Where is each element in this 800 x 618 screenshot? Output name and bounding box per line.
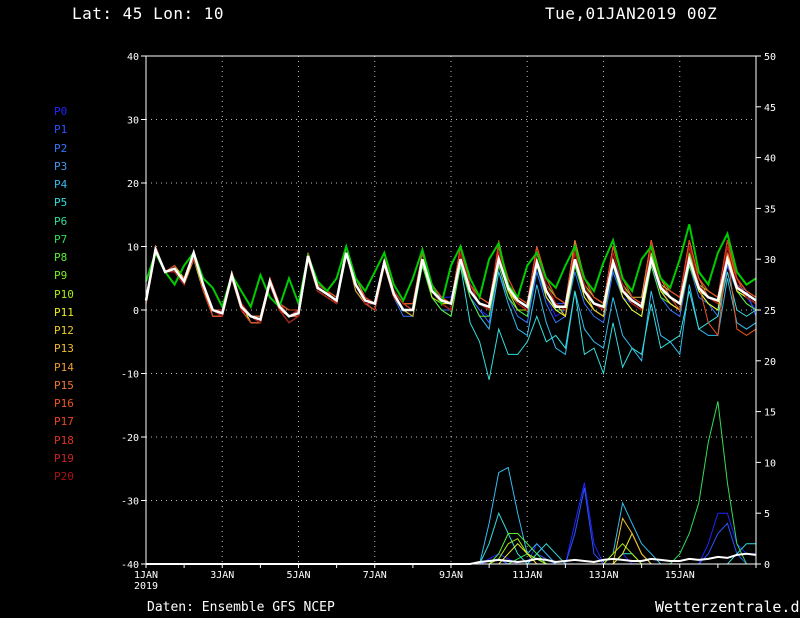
y-right-tick-label: 15 [764,408,776,419]
data-source-label: Daten: Ensemble GFS NCEP [147,600,335,615]
legend-item-p13: P13 [54,342,74,356]
legend-item-p20: P20 [54,470,74,483]
y-right-tick-label: 0 [764,560,770,571]
location-label: Lat: 45 Lon: 10 [72,4,224,23]
y-right-tick-label: 35 [764,204,776,215]
legend-item-p12: P12 [54,324,74,337]
legend-item-p8: P8 [54,251,68,264]
legend-item-p18: P18 [54,433,74,447]
legend-item-p11: P11 [54,305,74,319]
y-left-tick-label: 40 [127,52,139,63]
y-right-tick-label: 5 [764,509,770,520]
legend-item-p9: P9 [54,269,68,283]
precip-mean-line [146,552,757,565]
legend-item-p4: P4 [54,178,68,191]
precip-line-p1 [146,487,756,565]
y-left-tick-label: 20 [127,179,139,190]
y-left-tick-label: 10 [127,243,139,254]
y-left-tick-label: -20 [121,433,139,444]
x-tick-label: 1JAN [134,570,158,581]
x-tick-label: 5JAN [286,570,310,581]
y-right-tick-label: 30 [764,255,776,266]
x-tick-label: 7JAN [363,570,387,581]
precipitation-series [146,401,757,565]
legend-item-p15: P15 [54,378,74,392]
x-tick-label: 11JAN [512,570,542,581]
y-right-tick-label: 40 [764,154,776,165]
legend-item-p7: P7 [54,232,68,246]
y-right-tick-label: 25 [764,306,776,317]
x-tick-label: 15JAN [665,570,695,581]
legend-item-p1: P1 [54,123,68,137]
y-right-tick-label: 45 [764,103,776,114]
legend-item-p5: P5 [54,196,68,210]
legend: P0 P1 P2 P3 P4 P5 P6 P7 P8 P9 P10 P11 P12 P13 P14 P15 P1… [54,103,74,486]
legend-item-p14: P14 [54,360,74,374]
y-left-tick-label: 0 [133,306,139,317]
y-right-tick-label: 10 [764,458,776,469]
legend-item-p19: P19 [54,451,74,465]
legend-item-p16: P16 [54,397,74,410]
y-right-tick-label: 20 [764,357,776,368]
temp-mean-line [144,245,757,322]
legend-item-p3: P3 [54,159,68,173]
site-label: Wetterzentrale.de [655,598,800,616]
x-tick-label: 9JAN [439,570,463,581]
run-time-label: Tue,01JAN2019 00Z [545,4,718,23]
legend-item-p0: P0 [54,105,68,118]
legend-item-p2: P2 [54,141,68,155]
y-right-tick-label: 50 [764,52,776,63]
y-axis-left: 40 30 20 10 0 -10 -20 -30 -40 [121,52,146,571]
precip-line-p7 [146,401,756,565]
y-left-tick-label: -30 [121,497,139,508]
legend-item-p17: P17 [54,415,74,429]
legend-item-p6: P6 [54,214,68,228]
y-left-tick-label: 30 [127,116,139,127]
y-left-tick-label: -40 [121,560,139,571]
x-tick-label: 3JAN [210,570,234,581]
temp-control-line [145,224,757,310]
x-year-label: 2019 [134,581,158,592]
temperature-series [144,224,757,380]
x-tick-label: 13JAN [588,570,618,581]
y-left-tick-label: -10 [121,370,139,381]
legend-item-p10: P10 [54,287,74,301]
x-axis: 1JAN 3JAN 5JAN 7JAN 9JAN 11JAN 13JAN 15JAN 2019 [134,564,757,592]
